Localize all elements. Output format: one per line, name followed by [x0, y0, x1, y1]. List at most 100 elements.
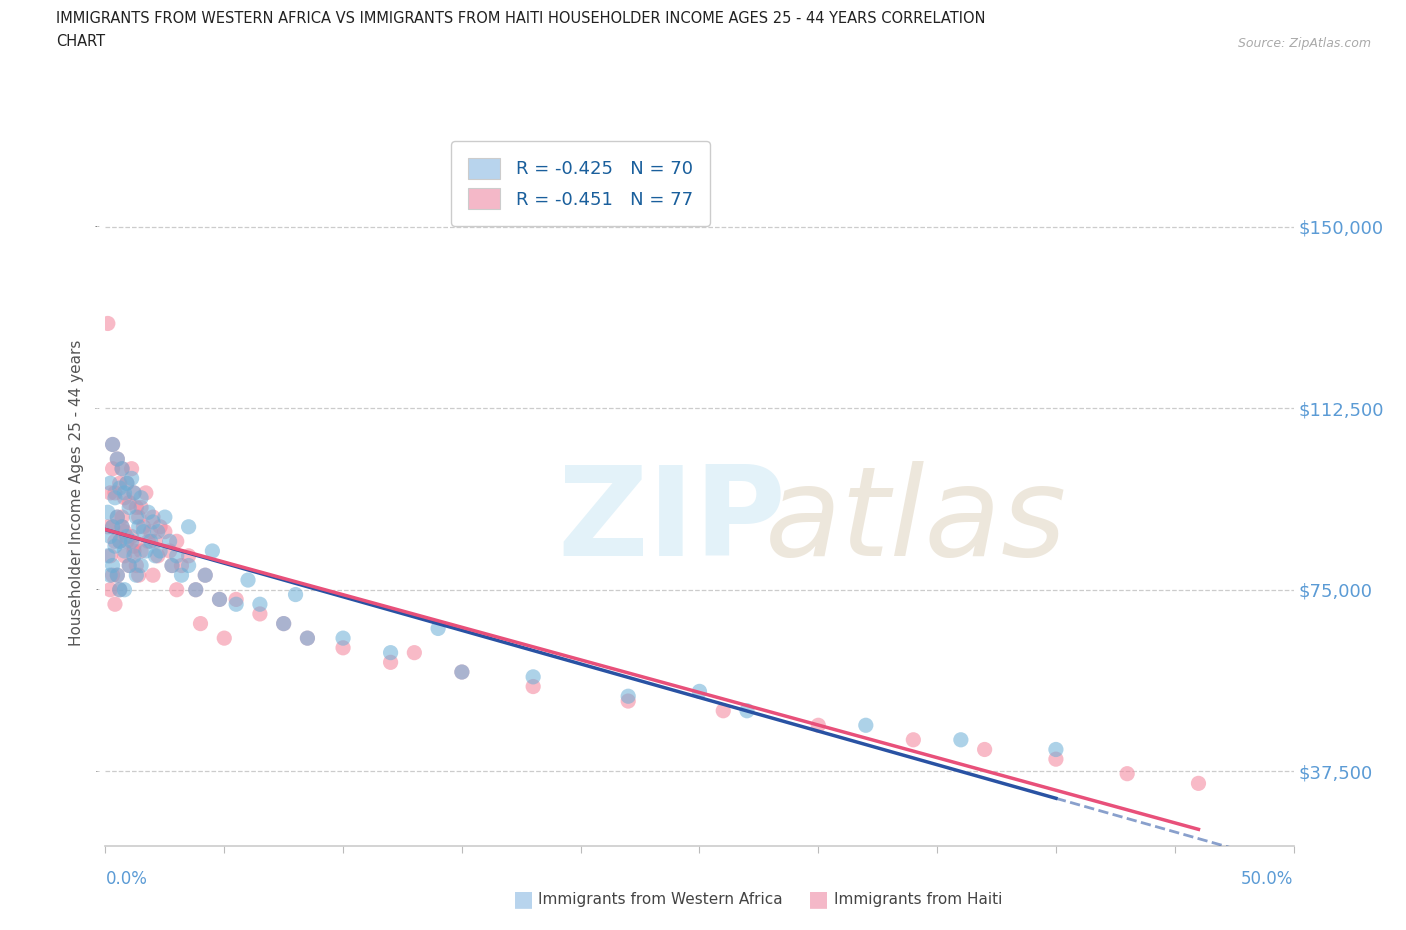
Point: [146, 525, 169, 539]
Point: [128, 510, 150, 525]
Point: [949, 732, 972, 747]
Text: ZIP: ZIP: [557, 460, 786, 581]
Point: [297, 631, 319, 645]
Point: [121, 534, 143, 549]
Point: [101, 461, 124, 476]
Point: [115, 534, 138, 549]
Text: atlas: atlas: [765, 460, 1067, 581]
Point: [108, 534, 131, 549]
Point: [105, 452, 128, 467]
Point: [689, 684, 711, 698]
Point: [122, 538, 145, 553]
Point: [153, 510, 176, 525]
Point: [114, 485, 136, 500]
Point: [101, 519, 124, 534]
Point: [114, 490, 136, 505]
Point: [225, 592, 247, 607]
Point: [111, 510, 134, 525]
Point: [617, 694, 640, 709]
Point: [114, 525, 136, 539]
Point: [121, 529, 143, 544]
Point: [114, 543, 136, 558]
Point: [111, 519, 134, 534]
Point: [118, 500, 141, 515]
Point: [105, 510, 128, 525]
Point: [149, 519, 172, 534]
Point: [404, 645, 426, 660]
Point: [143, 549, 166, 564]
Legend: R = -0.425   N = 70, R = -0.451   N = 77: R = -0.425 N = 70, R = -0.451 N = 77: [451, 141, 710, 226]
Point: [332, 631, 354, 645]
Point: [194, 567, 217, 582]
Point: [249, 597, 271, 612]
Point: [122, 485, 145, 500]
Point: [194, 567, 217, 582]
Point: [111, 461, 134, 476]
Point: [297, 631, 319, 645]
Point: [98, 485, 121, 500]
Point: [139, 534, 162, 549]
Point: [108, 582, 131, 597]
Point: [108, 582, 131, 597]
Point: [125, 558, 148, 573]
Point: [166, 534, 188, 549]
Point: [97, 316, 120, 331]
Point: [427, 621, 450, 636]
Point: [125, 500, 148, 515]
Point: [122, 543, 145, 558]
Point: [114, 582, 136, 597]
Point: [122, 485, 145, 500]
Point: [135, 543, 157, 558]
Point: [177, 549, 200, 564]
Point: [1045, 751, 1067, 766]
Point: [522, 679, 544, 694]
Point: [105, 452, 128, 467]
Point: [101, 558, 124, 573]
Point: [125, 567, 148, 582]
Point: [143, 534, 166, 549]
Point: [128, 567, 150, 582]
Point: [1045, 742, 1067, 757]
Point: [118, 558, 141, 573]
Point: [97, 505, 120, 520]
Point: [332, 641, 354, 656]
Point: [249, 606, 271, 621]
Point: [108, 481, 131, 496]
Point: [160, 558, 183, 573]
Point: [101, 567, 124, 582]
Point: [190, 617, 212, 631]
Text: IMMIGRANTS FROM WESTERN AFRICA VS IMMIGRANTS FROM HAITI HOUSEHOLDER INCOME AGES : IMMIGRANTS FROM WESTERN AFRICA VS IMMIGR…: [56, 11, 986, 26]
Point: [170, 567, 193, 582]
Point: [98, 567, 121, 582]
Point: [98, 529, 121, 544]
Point: [450, 665, 472, 680]
Point: [142, 510, 165, 525]
Point: [973, 742, 995, 757]
Point: [132, 525, 155, 539]
Point: [129, 500, 152, 515]
Text: Source: ZipAtlas.com: Source: ZipAtlas.com: [1237, 37, 1371, 50]
Point: [208, 592, 231, 607]
Point: [1116, 766, 1139, 781]
Point: [273, 617, 295, 631]
Point: [101, 437, 124, 452]
Point: [101, 519, 124, 534]
Point: [1187, 776, 1209, 790]
Point: [115, 476, 138, 491]
Point: [201, 543, 224, 558]
Point: [118, 558, 141, 573]
Point: [136, 505, 159, 520]
Y-axis label: Householder Income Ages 25 - 44 years: Householder Income Ages 25 - 44 years: [69, 339, 84, 646]
Point: [160, 558, 183, 573]
Text: Immigrants from Haiti: Immigrants from Haiti: [834, 892, 1002, 907]
Point: [214, 631, 236, 645]
Point: [101, 437, 124, 452]
Point: [735, 703, 758, 718]
Point: [121, 461, 143, 476]
Point: [129, 558, 152, 573]
Point: [711, 703, 734, 718]
Point: [97, 519, 120, 534]
Point: [104, 534, 127, 549]
Point: [208, 592, 231, 607]
Point: [129, 543, 152, 558]
